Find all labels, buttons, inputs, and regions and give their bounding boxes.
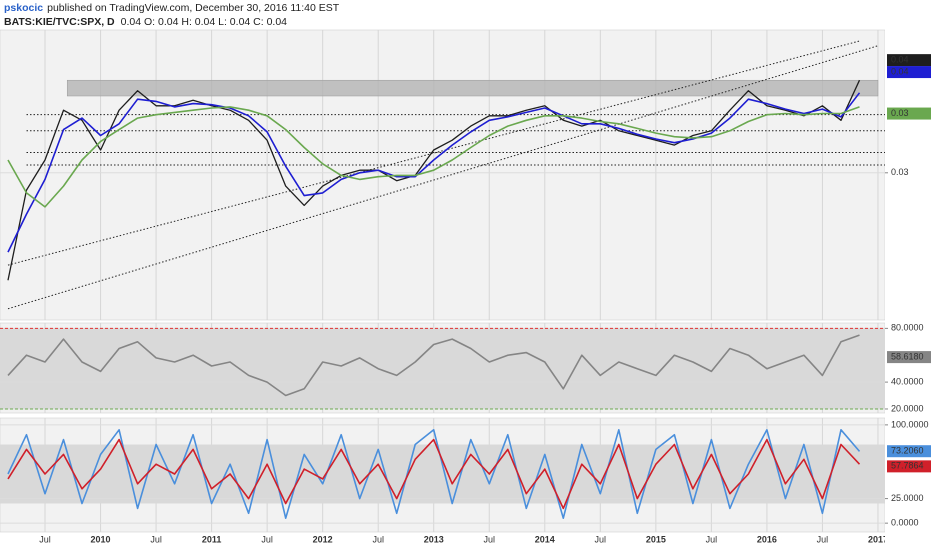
symbol-line: BATS:KIE/TVC:SPX, D 0.04 O: 0.04 H: 0.04 … <box>4 16 287 28</box>
y-tick-label: 0.03 <box>891 167 909 177</box>
x-tick-label: 2014 <box>535 534 555 544</box>
last-value-tag <box>887 66 931 79</box>
last-value-label: 0.04 <box>891 66 909 76</box>
x-tick-label: Jul <box>39 534 51 544</box>
x-tick-label: 2015 <box>646 534 666 544</box>
x-tick-label: Jul <box>817 534 829 544</box>
header-line: pskocic published on TradingView.com, Dec… <box>4 2 340 14</box>
last-value-tag <box>887 351 931 364</box>
y-tick-label: 0.0000 <box>891 518 919 528</box>
last-value-label: 73.2060 <box>891 446 924 456</box>
resistance-zone <box>66 79 879 97</box>
last-value-label: 0.04 <box>891 55 909 65</box>
x-tick-label: Jul <box>595 534 607 544</box>
x-tick-label: 2016 <box>757 534 777 544</box>
last-value-label: 57.7864 <box>891 461 924 471</box>
series-line <box>7 334 860 397</box>
last-value-tag <box>887 445 931 458</box>
x-tick-label: 2011 <box>202 534 222 544</box>
x-tick-label: 2012 <box>313 534 333 544</box>
x-tick-label: Jul <box>484 534 496 544</box>
y-tick-label: 20.0000 <box>891 403 924 413</box>
x-tick-label: 2010 <box>91 534 111 544</box>
published: published on TradingView.com, December 3… <box>47 2 340 14</box>
x-tick-label: Jul <box>372 534 384 544</box>
y-tick-label: 80.0000 <box>891 323 924 333</box>
quote: 0.04 O: 0.04 H: 0.04 L: 0.04 C: 0.04 <box>121 16 288 28</box>
y-tick-label: 100.0000 <box>891 419 929 429</box>
x-tick-label: Jul <box>150 534 162 544</box>
trend-line <box>7 45 879 310</box>
x-tick-label: 2013 <box>424 534 444 544</box>
plot-area: Jul 2010 Jul 2011 Jul 2012 Jul 2013 Jul 2014 Jul 20… <box>0 29 888 544</box>
x-tick-label: 2017 <box>868 534 888 544</box>
x-tick-label: Jul <box>261 534 273 544</box>
price-axis: 0.03 0.040.04 0.03 80.0000 40.0000 20.0000 58.… <box>885 54 931 528</box>
author: pskocic <box>4 2 43 14</box>
series-line <box>7 429 861 519</box>
last-value-tag <box>887 54 931 67</box>
pane-background <box>0 29 885 321</box>
symbol: BATS:KIE/TVC:SPX, D <box>4 16 115 28</box>
band <box>0 328 885 409</box>
last-value-tag <box>887 460 931 473</box>
series-line <box>7 106 860 208</box>
series-line <box>7 438 861 510</box>
last-value-label: 58.6180 <box>891 351 924 361</box>
y-tick-label: 25.0000 <box>891 493 924 503</box>
last-value-tag <box>887 107 931 120</box>
x-tick-label: Jul <box>706 534 718 544</box>
y-tick-label: 40.0000 <box>891 376 924 386</box>
last-value-label: 0.03 <box>891 108 909 118</box>
series-line <box>7 92 861 253</box>
